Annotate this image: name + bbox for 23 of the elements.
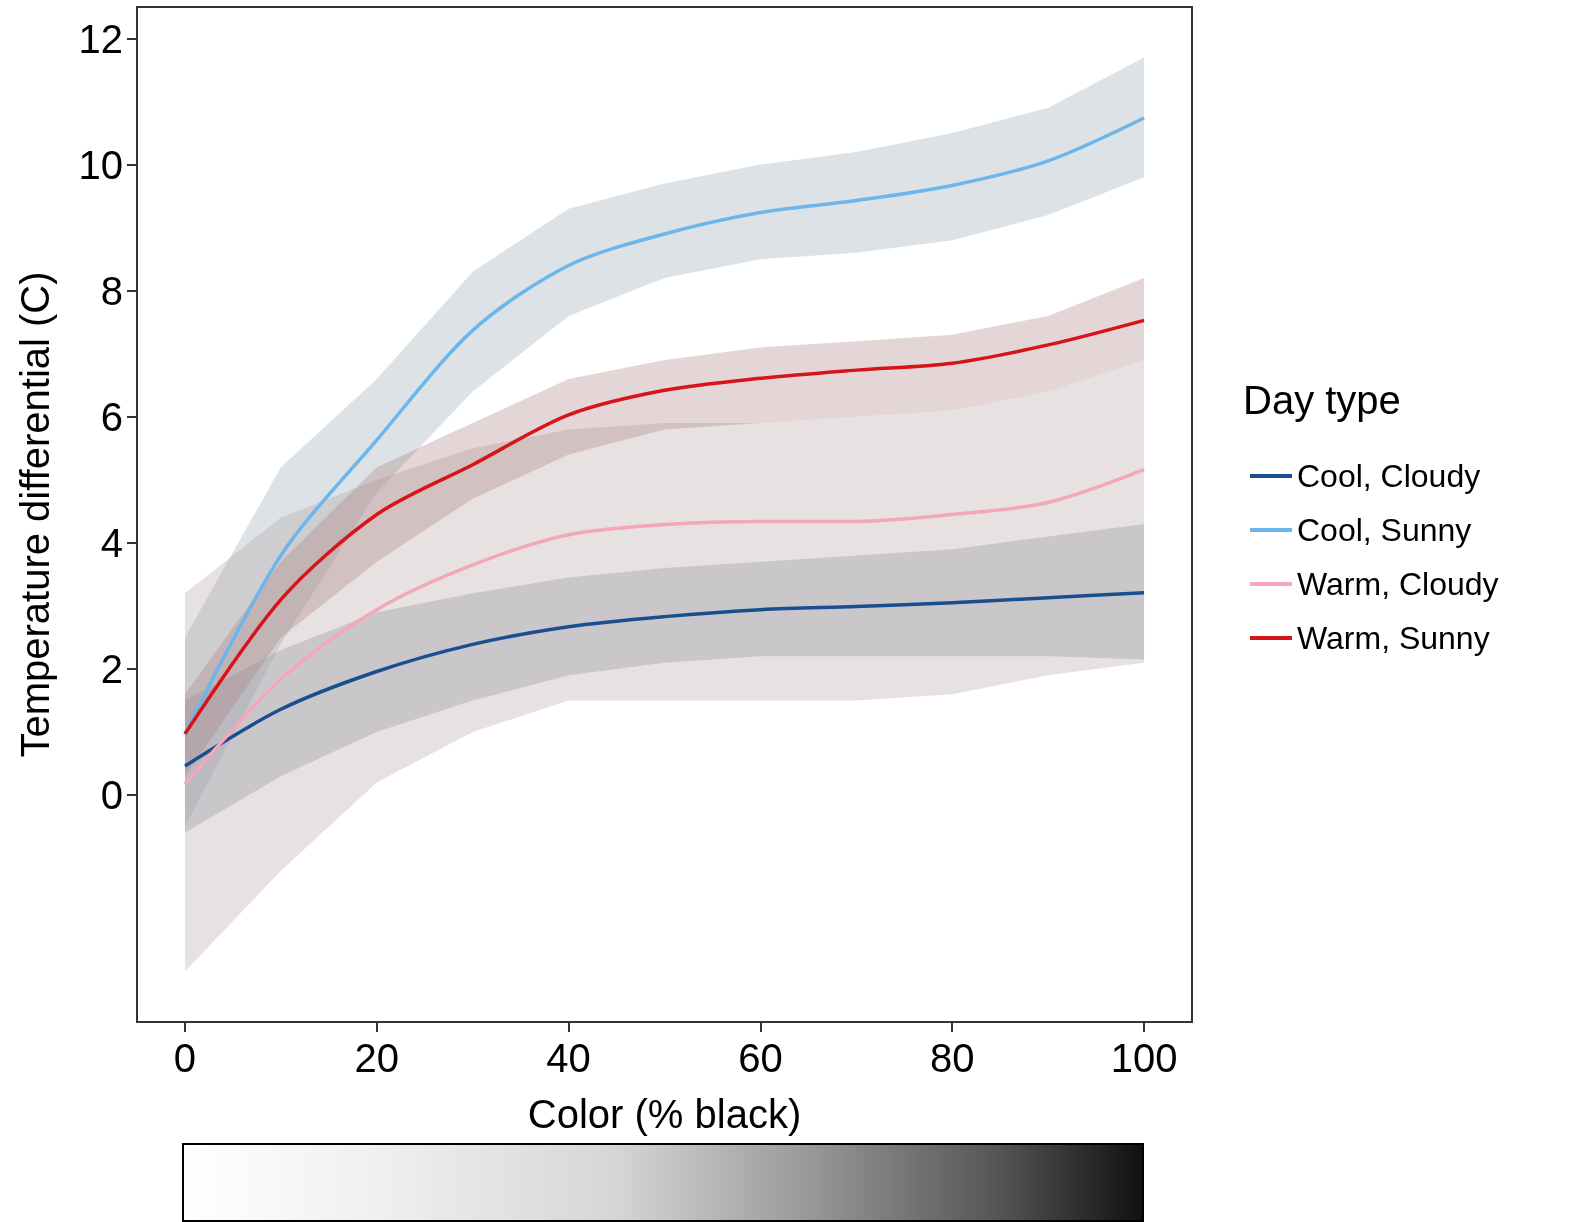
y-axis-title: Temperature differential (C) bbox=[13, 271, 57, 758]
legend-label: Warm, Cloudy bbox=[1297, 566, 1499, 602]
x-tick-label: 80 bbox=[929, 1036, 975, 1080]
x-tick-label: 60 bbox=[738, 1036, 783, 1080]
y-tick-label: 2 bbox=[100, 646, 123, 691]
y-tick-label: 6 bbox=[100, 394, 123, 439]
legend-label: Cool, Cloudy bbox=[1297, 458, 1481, 494]
legend-label: Cool, Sunny bbox=[1297, 512, 1472, 548]
y-tick-label: 10 bbox=[78, 142, 123, 187]
x-tick-label: 100 bbox=[1110, 1036, 1178, 1080]
x-tick-label: 0 bbox=[173, 1036, 197, 1080]
line-series bbox=[183, 467, 1146, 787]
x-axis-title: Color (% black) bbox=[527, 1092, 802, 1136]
line-series bbox=[183, 590, 1146, 768]
legend-title: Day type bbox=[1243, 378, 1401, 422]
x-tick-label: 40 bbox=[546, 1036, 591, 1080]
legend-label: Warm, Sunny bbox=[1297, 620, 1490, 656]
y-tick-label: 12 bbox=[78, 16, 123, 61]
x-tick-label: 20 bbox=[354, 1036, 400, 1080]
y-tick-label: 0 bbox=[100, 773, 123, 818]
line-series bbox=[183, 318, 1146, 736]
y-tick-label: 4 bbox=[100, 520, 123, 565]
y-tick-label: 8 bbox=[100, 268, 123, 313]
